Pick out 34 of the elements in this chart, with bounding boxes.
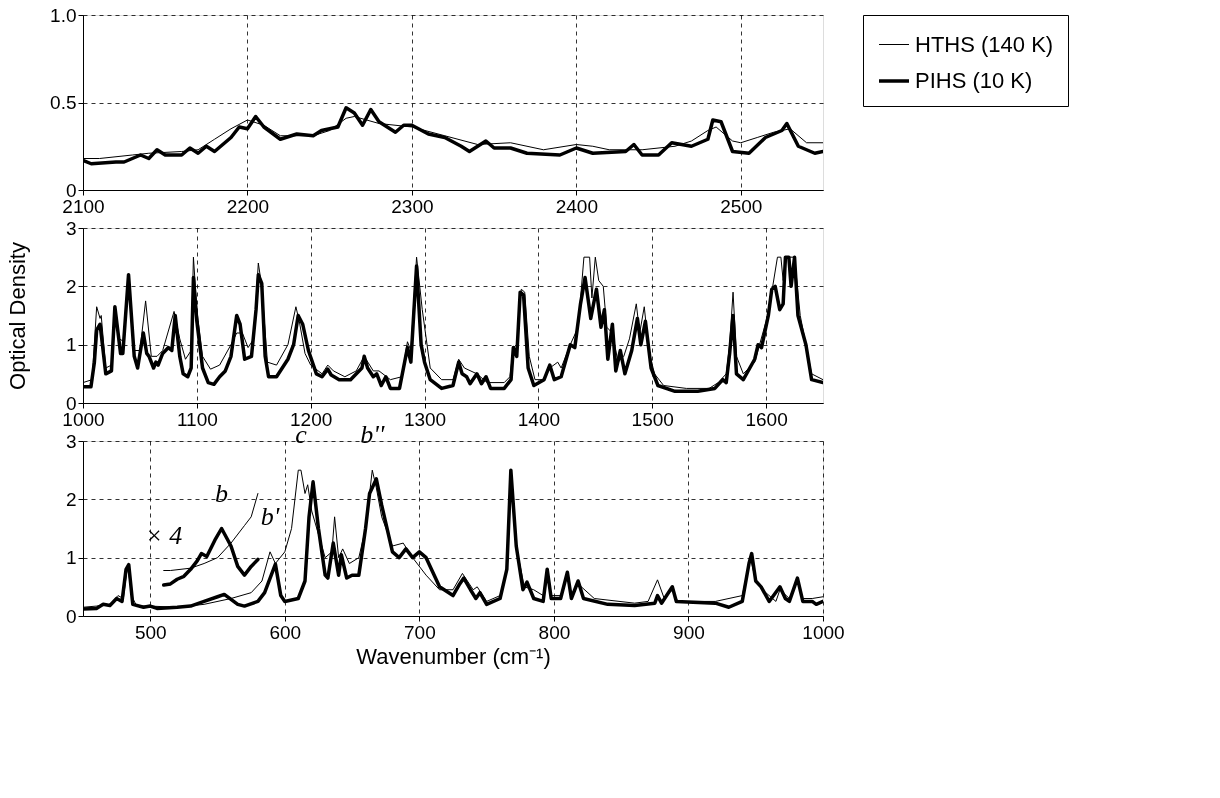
- y-tick-label: 2: [65, 275, 77, 297]
- x-tick-label: 700: [404, 621, 436, 643]
- y-axis-title: Optical Density: [4, 242, 30, 390]
- x-tick-label: 2500: [720, 195, 763, 217]
- x-tick-label: 600: [269, 621, 302, 643]
- y-tick-label: 0: [65, 605, 77, 627]
- y-tick-label: 1.0: [50, 4, 77, 26]
- x-tick-label: 1500: [631, 408, 674, 430]
- x-axis-title: Wavenumber (cm⁻¹): [356, 643, 551, 669]
- x-tick-label: 2400: [555, 195, 598, 217]
- x-tick-label: 2300: [391, 195, 434, 217]
- annotation: × 4: [145, 520, 183, 550]
- x-tick-label: 800: [538, 621, 571, 643]
- y-tick-label: 3: [65, 217, 77, 239]
- x-tick-label: 2200: [226, 195, 270, 217]
- y-tick-label: 0: [65, 179, 77, 201]
- x-tick-label: 1600: [745, 408, 788, 430]
- x-tick-label: 500: [134, 621, 167, 643]
- legend-label: HTHS (140 K): [915, 31, 1054, 57]
- x-tick-label: 1400: [517, 408, 561, 430]
- annotation: b'': [360, 420, 385, 450]
- x-tick-label: 1000: [802, 621, 845, 643]
- x-tick-label: 1100: [176, 408, 218, 430]
- y-tick-label: 3: [65, 430, 77, 452]
- y-tick-label: 0.5: [50, 92, 77, 113]
- legend-label: PIHS (10 K): [915, 68, 1033, 93]
- y-tick-label: 1: [65, 547, 77, 569]
- y-tick-label: 2: [65, 488, 77, 510]
- annotation: b: [215, 478, 229, 508]
- y-tick-label: 1: [65, 334, 77, 356]
- y-tick-label: 0: [65, 392, 77, 414]
- x-tick-label: 900: [673, 621, 705, 643]
- annotation: b': [260, 501, 280, 531]
- x-tick-label: 1300: [403, 408, 447, 430]
